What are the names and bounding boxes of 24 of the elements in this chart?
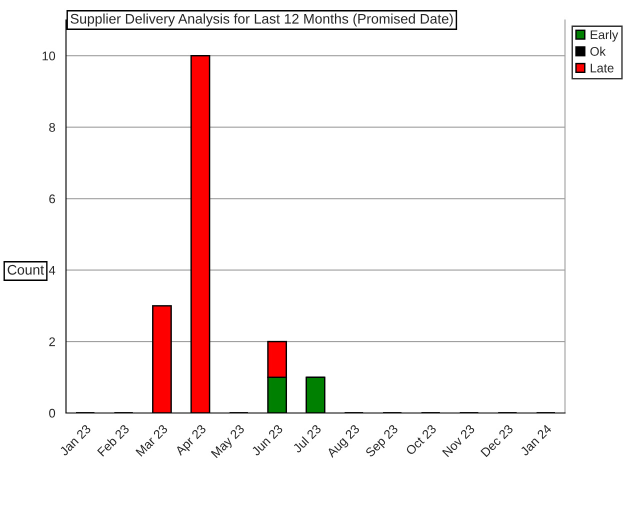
y-tick-label: 0 [49, 408, 56, 418]
x-tick-label: Feb 23 [96, 424, 130, 457]
x-tick-label: Jan 24 [520, 424, 552, 456]
x-tick-label: May 23 [210, 424, 247, 460]
x-tick-label: Mar 23 [135, 424, 168, 457]
x-tick-label: Apr 23 [174, 424, 208, 458]
x-tick-label: Jul 23 [292, 424, 322, 454]
x-tick-label: Oct 23 [405, 424, 437, 456]
legend-label: Late [590, 64, 614, 72]
y-tick-label: 2 [49, 337, 55, 346]
y-tick-label: 4 [48, 266, 56, 275]
x-tick-label: Jan 23 [59, 424, 92, 456]
y-axis-title: Count [8, 264, 44, 275]
y-tick-label: 10 [42, 52, 56, 60]
x-tick-label: Sep 23 [364, 424, 400, 460]
legend-label: Early [590, 30, 618, 42]
y-tick-label: 8 [49, 122, 56, 132]
y-tick-label: 6 [49, 194, 56, 204]
x-tick-label: Jun 23 [250, 424, 284, 456]
x-tick-label: Nov 23 [442, 424, 476, 458]
x-tick-label: Dec 23 [480, 424, 514, 458]
legend-label: Ok [590, 46, 606, 56]
chart-title: Supplier Delivery Analysis for Last 12 Months (Promised Date) [70, 14, 453, 26]
x-tick-label: Aug 23 [326, 424, 362, 460]
